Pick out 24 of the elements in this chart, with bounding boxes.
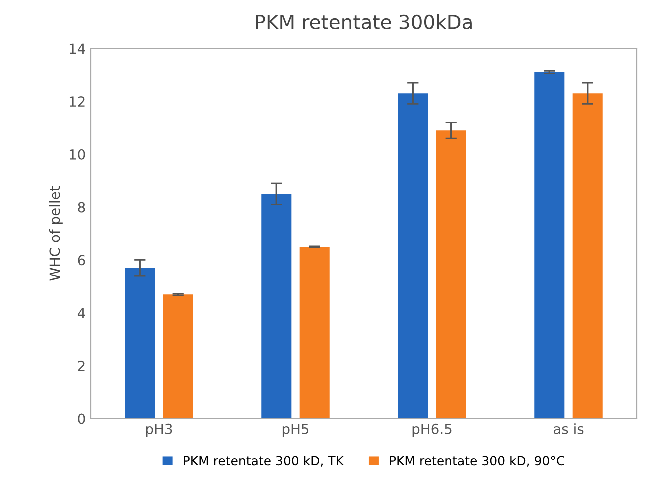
x-tick-label: as is xyxy=(554,424,584,434)
y-tick-label: 12 xyxy=(70,96,85,107)
bar xyxy=(300,246,330,419)
x-tick-label: pH5 xyxy=(282,424,309,438)
y-tick-label: 2 xyxy=(78,360,85,372)
bar xyxy=(436,130,466,419)
bar xyxy=(398,94,428,419)
y-tick-label: 6 xyxy=(78,255,86,266)
legend-label: PKM retentate 300 kD, TK xyxy=(184,456,344,467)
bar xyxy=(163,294,194,419)
x-tick-label: pH3 xyxy=(146,424,172,438)
bar xyxy=(262,194,292,419)
x-tick-label: pH6.5 xyxy=(412,424,452,438)
y-tick-label: 8 xyxy=(78,202,86,213)
y-tick-label: 4 xyxy=(78,308,86,318)
y-tick-label: 14 xyxy=(70,44,86,54)
bar xyxy=(572,94,603,419)
legend-label: PKM retentate 300 kD, 90°C xyxy=(390,456,565,467)
bar xyxy=(125,268,156,419)
y-axis-title: WHC of pellet xyxy=(49,186,63,281)
y-tick-label: 10 xyxy=(70,149,86,160)
y-tick-label: 0 xyxy=(78,414,86,424)
chart-title: PKM retentate 300kDa xyxy=(256,14,472,30)
bar xyxy=(534,72,565,419)
